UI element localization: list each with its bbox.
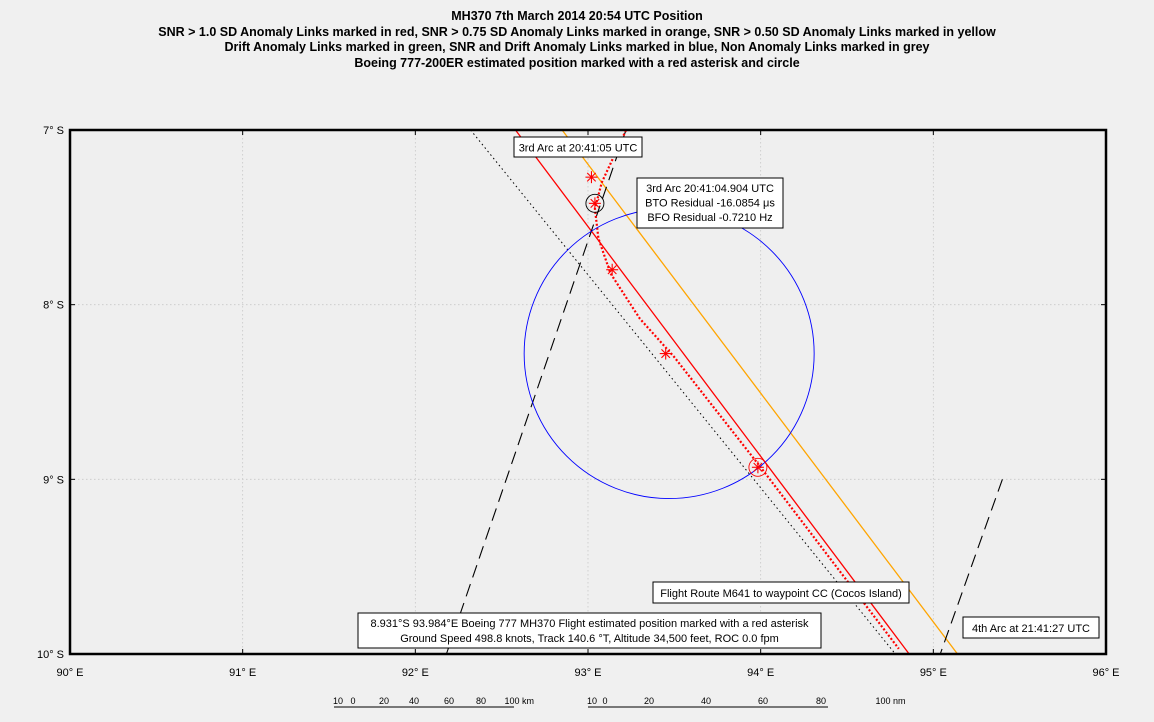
scale-tick-label: 20 (379, 696, 389, 706)
arc3-time-label: 3rd Arc at 20:41:05 UTC (513, 136, 643, 158)
lon-tick-label: 95° E (920, 667, 947, 679)
scale-tick-label: 60 (444, 696, 454, 706)
lat-tick-label: 7° S (43, 125, 64, 137)
scale-bar-nm: 10 0 20 40 60 80 100 nm (587, 696, 906, 708)
scale-unit-label: km (522, 696, 534, 706)
data-layer (445, 130, 1003, 654)
arc3-position-circle (585, 193, 605, 213)
scale-tick-label: 100 (875, 696, 890, 706)
lon-tick-label: 94° E (747, 667, 774, 679)
asterisk-markers (585, 171, 764, 474)
arc4-time-text: 4th Arc at 21:41:27 UTC (972, 623, 1090, 635)
lat-tick-label: 10° S (37, 649, 64, 661)
lon-tick-label: 93° E (574, 667, 601, 679)
orange-arc-line (561, 130, 959, 654)
scale-bar-km: 10 0 20 40 60 80 100 km (333, 696, 534, 708)
arc3-bto-residual: BTO Residual -16.0854 μs (645, 198, 775, 210)
subtitle-snr-legend: SNR > 1.0 SD Anomaly Links marked in red… (158, 24, 996, 39)
lon-tick-label: 90° E (56, 667, 83, 679)
subtitle-drift-legend: Drift Anomaly Links marked in green, SNR… (224, 40, 930, 54)
lon-tick-label: 91° E (229, 667, 256, 679)
scale-tick-label: 80 (816, 696, 826, 706)
red-asterisk-marker (659, 347, 672, 360)
route-label: Flight Route M641 to waypoint CC (Cocos … (652, 581, 910, 604)
scale-tick-label: 60 (758, 696, 768, 706)
arc3-bfo-residual: BFO Residual -0.7210 Hz (647, 212, 772, 224)
scale-tick-label: 40 (409, 696, 419, 706)
figure-titles: MH370 7th March 2014 20:54 UTC Position … (0, 9, 1154, 71)
lat-tick-label: 9° S (43, 474, 64, 486)
scale-tick-label: 10 (333, 696, 343, 706)
position-coordinates: 8.931°S 93.984°E Boeing 777 MH370 Flight… (370, 618, 809, 630)
red-asterisk-marker (588, 197, 601, 210)
main-title: MH370 7th March 2014 20:54 UTC Position (451, 9, 703, 23)
scale-unit-label: nm (893, 696, 906, 706)
arc3-info-time: 3rd Arc 20:41:04.904 UTC (646, 183, 774, 195)
estimated-position-circle (748, 457, 768, 477)
scale-tick-label: 100 (504, 696, 519, 706)
arc4-dashed-line (939, 479, 1003, 654)
lon-tick-label: 96° E (1092, 667, 1119, 679)
lon-tick-label: 92° E (402, 667, 429, 679)
red-asterisk-marker (751, 461, 764, 474)
grid-lines (70, 130, 1106, 654)
route-label-text: Flight Route M641 to waypoint CC (Cocos … (660, 588, 902, 600)
position-info-label: 8.931°S 93.984°E Boeing 777 MH370 Flight… (357, 612, 822, 649)
scale-tick-label: 80 (476, 696, 486, 706)
arc3-time-text: 3rd Arc at 20:41:05 UTC (519, 143, 638, 155)
position-flight-params: Ground Speed 498.8 knots, Track 140.6 °T… (400, 633, 779, 645)
scale-tick-label: 40 (701, 696, 711, 706)
scale-tick-label: 0 (350, 696, 355, 706)
red-asterisk-marker (606, 263, 619, 276)
lat-tick-label: 8° S (43, 300, 64, 312)
red-asterisk-marker (585, 171, 598, 184)
scale-tick-label: 20 (644, 696, 654, 706)
flight-route-line (514, 130, 910, 654)
scale-tick-label: 10 (587, 696, 597, 706)
axis-ticks: 90° E 91° E 92° E 93° E 94° E 95° E 96° E 7° S 8… (37, 125, 1120, 679)
arc3-info-label: 3rd Arc 20:41:04.904 UTC BTO Residual -1… (636, 177, 784, 229)
subtitle-position-legend: Boeing 777-200ER estimated position mark… (354, 55, 800, 70)
arc4-time-label: 4th Arc at 21:41:27 UTC (962, 616, 1100, 639)
scale-tick-label: 0 (602, 696, 607, 706)
